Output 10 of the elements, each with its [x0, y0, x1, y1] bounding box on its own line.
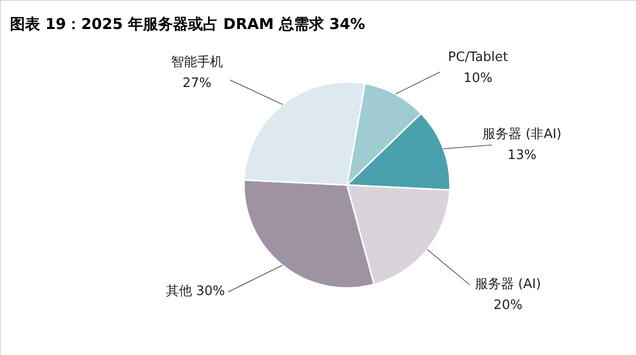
- data-label: 10%: [464, 71, 492, 86]
- data-label: 13%: [508, 148, 536, 163]
- chart-title: 图表 19：2025 年服务器或占 DRAM 总需求 34%: [10, 15, 366, 33]
- slice-label: 服务器 (AI): [474, 277, 542, 292]
- data-label: 27%: [182, 76, 212, 91]
- data-label: 20%: [494, 298, 522, 313]
- slice-label: 服务器 (非AI): [482, 127, 562, 142]
- slice-label: 智能手机: [171, 55, 223, 70]
- slice-label: 其他 30%: [166, 284, 225, 299]
- slice-label: PC/Tablet: [448, 50, 508, 65]
